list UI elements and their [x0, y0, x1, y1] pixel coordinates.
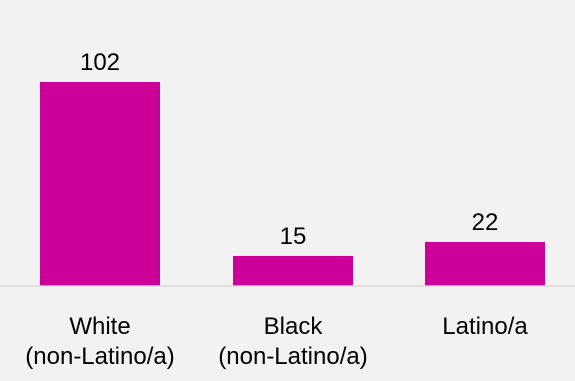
bar-value-label: 22 — [472, 209, 499, 236]
x-tick-label: Black — [264, 313, 324, 340]
x-tick-label: (non-Latino/a) — [218, 343, 367, 370]
data-labels-group: 102 15 22 — [80, 49, 498, 250]
bars-group — [40, 82, 545, 286]
bar-value-label: 15 — [280, 223, 307, 250]
bar — [425, 242, 545, 286]
bar-value-label: 102 — [80, 49, 120, 76]
x-tick-labels-group: White (non-Latino/a) Black (non-Latino/a) La… — [25, 313, 528, 370]
x-tick-label: (non-Latino/a) — [25, 343, 174, 370]
bar — [233, 256, 353, 286]
bar — [40, 82, 160, 286]
x-tick-label: White — [69, 313, 130, 340]
x-tick-label: Latino/a — [442, 313, 528, 340]
